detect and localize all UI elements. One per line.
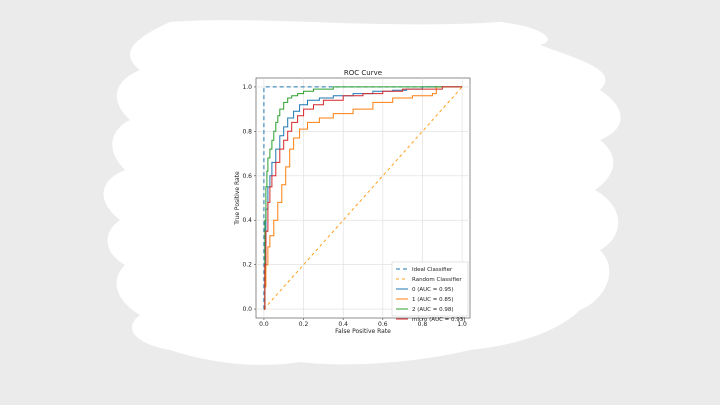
y-tick-label: 0.4 bbox=[242, 217, 252, 224]
x-tick-label: 0.0 bbox=[259, 321, 269, 328]
x-tick-label: 0.8 bbox=[418, 321, 428, 328]
series-line-micro-auc-0-93 bbox=[263, 86, 463, 310]
y-tick-label: 1.0 bbox=[242, 84, 252, 91]
legend-label-ideal-classifier: Ideal Classifier bbox=[412, 267, 453, 273]
series-line-2-auc-0-98 bbox=[263, 86, 463, 310]
legend-label-2-auc-0-98: 2 (AUC = 0.98) bbox=[412, 307, 454, 313]
x-axis-ticks: 0.0 0.2 0.4 0.6 0.8 1.0 bbox=[259, 318, 467, 328]
y-axis-ticks: 0.0 0.2 0.4 0.6 0.8 1.0 bbox=[242, 84, 256, 313]
chart-title: ROC Curve bbox=[344, 69, 382, 77]
series-lines bbox=[263, 86, 463, 310]
y-tick-label: 0.0 bbox=[242, 306, 252, 313]
y-tick-label: 0.6 bbox=[242, 173, 252, 180]
y-axis-label: True Positive Rate bbox=[234, 171, 241, 226]
legend-label-1-auc-0-85: 1 (AUC = 0.85) bbox=[412, 297, 454, 303]
series-line-random-classifier bbox=[263, 86, 463, 310]
legend: Ideal Classifier Random Classifier 0 (AUC … bbox=[391, 261, 469, 323]
legend-label-0-auc-0-95: 0 (AUC = 0.95) bbox=[412, 287, 454, 293]
y-tick-label: 0.2 bbox=[242, 262, 252, 269]
y-tick-label: 0.8 bbox=[242, 128, 252, 135]
x-tick-label: 0.6 bbox=[378, 321, 388, 328]
series-line-1-auc-0-85 bbox=[263, 86, 463, 310]
x-tick-label: 0.4 bbox=[338, 321, 348, 328]
x-tick-label: 0.2 bbox=[299, 321, 309, 328]
legend-label-random-classifier: Random Classifier bbox=[412, 277, 462, 283]
legend-label-micro-auc-0-93: micro (AUC = 0.93) bbox=[412, 317, 465, 323]
x-axis-label: False Positive Rate bbox=[335, 328, 391, 335]
x-tick-label: 1.0 bbox=[457, 321, 467, 328]
